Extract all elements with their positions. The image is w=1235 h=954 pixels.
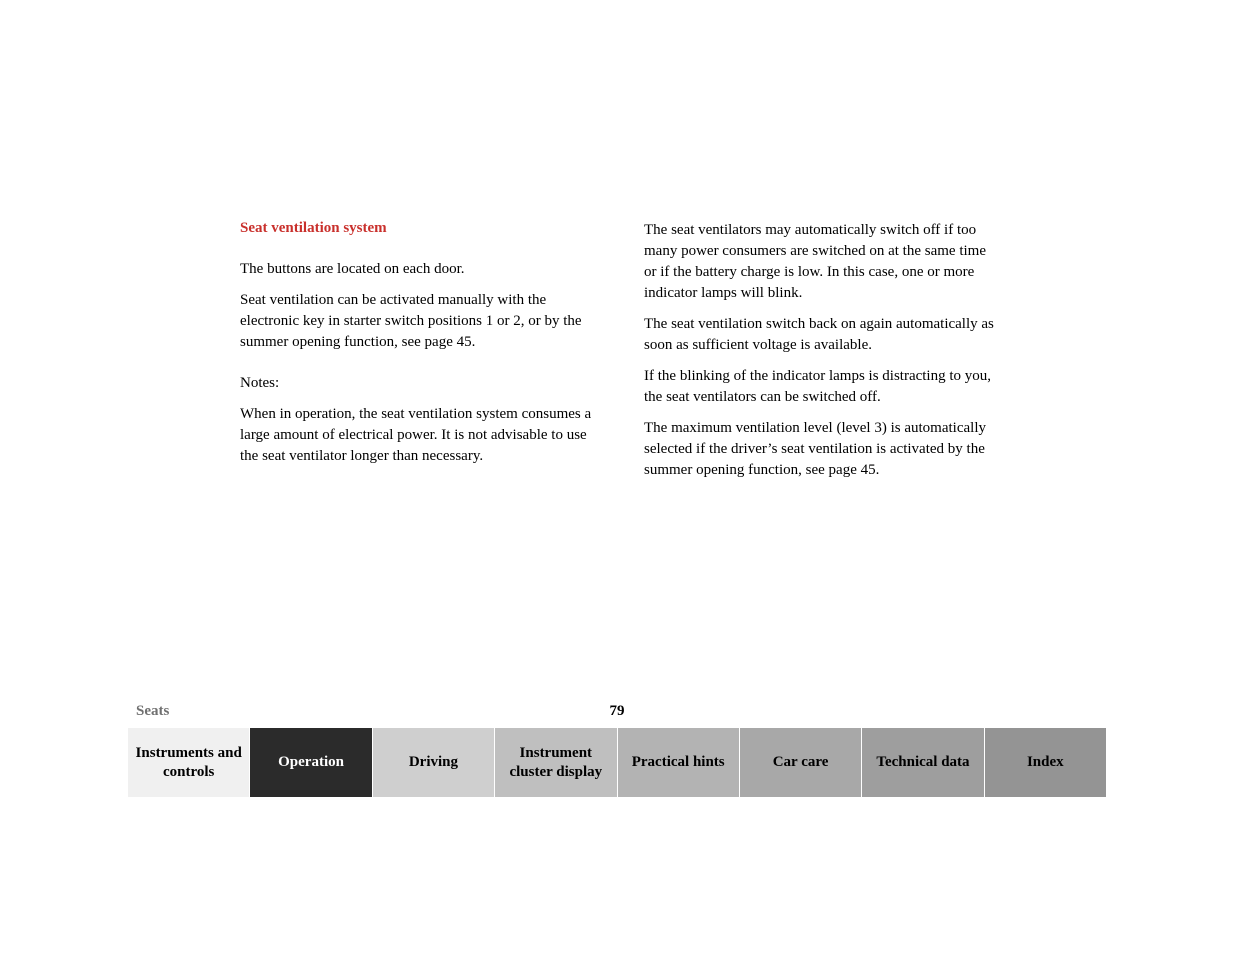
manual-page: Seat ventilation system The buttons are … — [0, 0, 1235, 954]
body-paragraph: The maximum ventilation level (level 3) … — [644, 418, 1000, 481]
nav-tab-technical-data[interactable]: Technical data — [862, 728, 983, 797]
page-number: 79 — [610, 703, 625, 720]
body-paragraph: The buttons are located on each door. — [240, 259, 596, 280]
section-heading: Seat ventilation system — [240, 220, 596, 237]
nav-tab-index[interactable]: Index — [985, 728, 1106, 797]
nav-tabs: Instruments and controlsOperationDriving… — [128, 728, 1106, 797]
body-paragraph: The seat ventilation switch back on agai… — [644, 314, 1000, 356]
nav-tab-driving[interactable]: Driving — [373, 728, 494, 797]
section-name-label: Seats — [136, 703, 169, 720]
body-paragraph: If the blinking of the indicator lamps i… — [644, 366, 1000, 408]
body-paragraph: The seat ventilators may automatically s… — [644, 220, 1000, 304]
footer-top-bar: Seats 79 — [128, 694, 1106, 728]
nav-tab-operation[interactable]: Operation — [250, 728, 371, 797]
left-column: Seat ventilation system The buttons are … — [240, 220, 596, 491]
nav-tab-instruments-and-controls[interactable]: Instruments and controls — [128, 728, 249, 797]
notes-paragraph: When in operation, the seat ventilation … — [240, 404, 596, 467]
right-column: The seat ventilators may automatically s… — [644, 220, 1000, 491]
content-area: Seat ventilation system The buttons are … — [240, 220, 1000, 491]
nav-tab-car-care[interactable]: Car care — [740, 728, 861, 797]
notes-label: Notes: — [240, 375, 596, 392]
page-footer: Seats 79 Instruments and controlsOperati… — [128, 694, 1106, 797]
body-paragraph: Seat ventilation can be activated manual… — [240, 290, 596, 353]
nav-tab-practical-hints[interactable]: Practical hints — [618, 728, 739, 797]
nav-tab-instrument-cluster-display[interactable]: Instrument cluster display — [495, 728, 616, 797]
